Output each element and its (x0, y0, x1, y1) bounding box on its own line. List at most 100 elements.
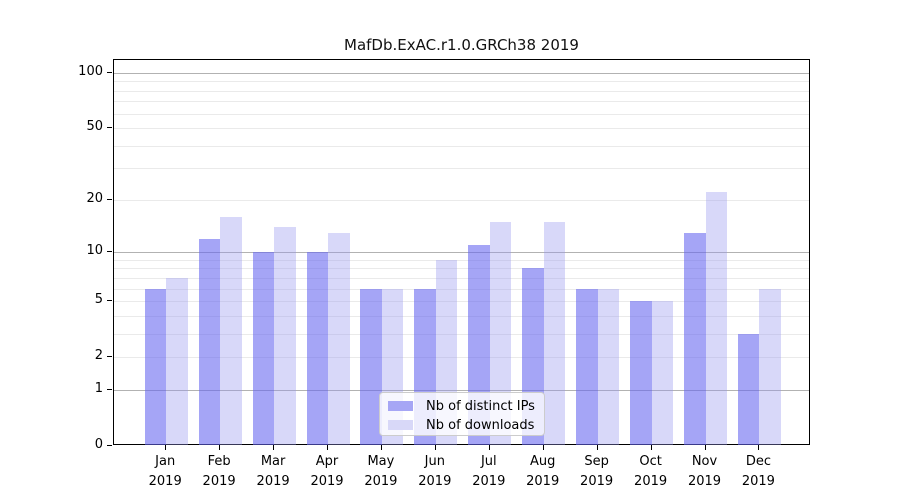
x-tick-label: May 2019 (349, 452, 413, 492)
gridline-minor (114, 113, 809, 115)
y-tick-mark (107, 355, 112, 357)
bar-downloads (220, 216, 242, 445)
gridline-minor (114, 268, 809, 270)
x-tick-label: Jul 2019 (457, 452, 521, 492)
x-tick-month: May (367, 454, 395, 469)
gridline-minor (114, 356, 809, 358)
gridline-major (114, 72, 809, 74)
x-tick-month: Jul (480, 454, 497, 469)
gridline-major (114, 252, 809, 253)
x-tick-mark (273, 445, 275, 450)
y-tick-label: 1 (94, 380, 103, 396)
gridline-minor (114, 300, 809, 302)
bar-distinct-ips (737, 333, 760, 445)
x-tick-month: Oct (639, 454, 662, 469)
bar-downloads (543, 221, 566, 445)
x-tick-year: 2019 (741, 474, 775, 489)
x-tick-month: Mar (260, 454, 286, 469)
bar-downloads (597, 288, 620, 445)
x-tick-mark (650, 445, 652, 450)
bar-distinct-ips (144, 288, 167, 445)
x-tick-year: 2019 (310, 474, 344, 489)
chart-title: MafDb.ExAC.r1.0.GRCh38 2019 (344, 36, 579, 54)
x-tick-year: 2019 (418, 474, 452, 489)
x-tick-label: Jan 2019 (133, 452, 197, 492)
x-tick-label: Nov 2019 (673, 452, 737, 492)
legend-item-downloads: Nb of downloads (380, 417, 534, 433)
x-tick-year: 2019 (526, 474, 560, 489)
legend: Nb of distinct IPs Nb of downloads (379, 392, 545, 436)
x-tick-year: 2019 (202, 474, 236, 489)
bar-downloads (759, 288, 781, 445)
bar-downloads (166, 277, 188, 445)
gridline-minor (114, 277, 809, 279)
x-tick-year: 2019 (580, 474, 614, 489)
plot-area (113, 59, 810, 445)
x-tick-year: 2019 (472, 474, 506, 489)
x-tick-month: Feb (207, 454, 231, 469)
y-tick-label: 20 (86, 190, 103, 206)
y-tick-mark (107, 251, 112, 252)
x-tick-label: Sep 2019 (565, 452, 629, 492)
gridline-minor (114, 288, 809, 290)
bar-downloads (328, 232, 350, 445)
gridline-minor (114, 168, 809, 170)
x-tick-year: 2019 (256, 474, 290, 489)
x-tick-label: Apr 2019 (295, 452, 359, 492)
y-tick-label: 2 (94, 347, 103, 363)
bar-distinct-ips (360, 288, 382, 445)
x-tick-mark (165, 445, 167, 450)
x-tick-mark (758, 445, 760, 450)
legend-swatch-downloads (388, 420, 413, 430)
gridline-minor (114, 90, 809, 92)
x-tick-year: 2019 (148, 474, 182, 489)
bar-downloads (705, 192, 727, 445)
x-tick-month: Nov (691, 454, 718, 469)
x-tick-mark (327, 445, 328, 450)
x-tick-mark (704, 445, 706, 450)
y-tick-mark (107, 299, 112, 301)
x-tick-year: 2019 (364, 474, 398, 489)
y-tick-label: 0 (94, 436, 103, 452)
x-tick-year: 2019 (687, 474, 722, 489)
x-tick-year: 2019 (634, 474, 668, 489)
gridline-minor (114, 315, 809, 317)
gridline-minor (114, 199, 809, 201)
x-tick-mark (219, 445, 221, 450)
gridline-minor (114, 145, 809, 147)
y-tick-mark (107, 388, 112, 390)
legend-label-downloads: Nb of downloads (426, 417, 535, 433)
gridline-minor (114, 333, 809, 335)
x-tick-month: Apr (315, 454, 339, 469)
bar-downloads (651, 300, 674, 445)
y-tick-label: 100 (78, 63, 103, 79)
bar-downloads (489, 221, 512, 445)
x-tick-month: Aug (529, 454, 556, 469)
y-tick-mark (107, 127, 112, 128)
x-tick-mark (488, 445, 490, 450)
y-tick-label: 5 (94, 291, 103, 307)
x-tick-mark (542, 445, 544, 450)
x-tick-mark (380, 445, 382, 450)
x-tick-mark (434, 445, 436, 450)
bar-downloads (274, 226, 296, 445)
x-tick-label: Oct 2019 (619, 452, 683, 492)
x-tick-mark (596, 445, 598, 450)
gridline-major (114, 389, 809, 391)
y-tick-mark (107, 198, 112, 200)
bar-distinct-ips (630, 300, 652, 445)
bar-distinct-ips (252, 252, 275, 445)
legend-item-distinct-ips: Nb of distinct IPs (380, 398, 535, 414)
x-tick-label: Feb 2019 (187, 452, 251, 492)
x-tick-label: Dec 2019 (726, 452, 790, 492)
bar-distinct-ips (576, 288, 598, 445)
gridline-minor (114, 81, 809, 83)
bar-distinct-ips (684, 232, 706, 445)
y-tick-mark (107, 71, 112, 73)
x-tick-label: Jun 2019 (403, 452, 467, 492)
legend-swatch-distinct-ips (388, 401, 413, 411)
y-tick-label: 10 (86, 243, 103, 258)
